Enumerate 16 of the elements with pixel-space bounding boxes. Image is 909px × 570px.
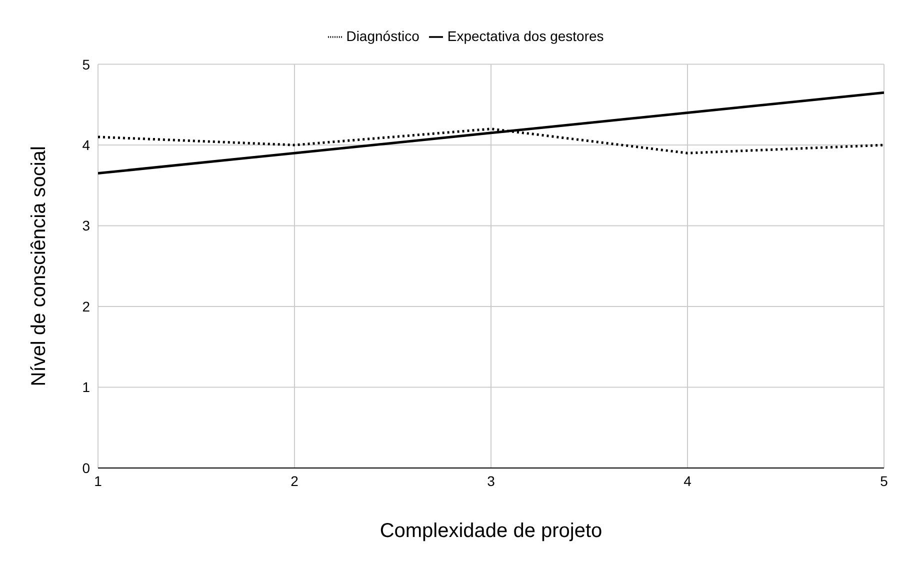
y-tick-label: 3 — [82, 218, 90, 234]
y-tick-label: 4 — [82, 137, 90, 154]
x-tick-label: 5 — [880, 472, 888, 489]
legend-label: Diagnóstico — [346, 28, 420, 44]
x-tick-label: 2 — [290, 472, 299, 489]
x-tick-label: 1 — [94, 472, 102, 489]
y-tick-label: 0 — [82, 460, 90, 476]
y-axis-title: Nível de consciência social — [28, 146, 50, 386]
y-tick-label: 1 — [82, 379, 90, 396]
x-tick-label: 4 — [684, 472, 692, 489]
line-series — [98, 91, 884, 175]
x-axis-title: Complexidade de projeto — [380, 520, 602, 542]
x-tick-label: 3 — [487, 472, 496, 489]
y-tick-label: 2 — [82, 298, 90, 314]
y-tick-label: 5 — [82, 56, 90, 72]
legend-label: Expectativa dos gestores — [447, 28, 604, 44]
